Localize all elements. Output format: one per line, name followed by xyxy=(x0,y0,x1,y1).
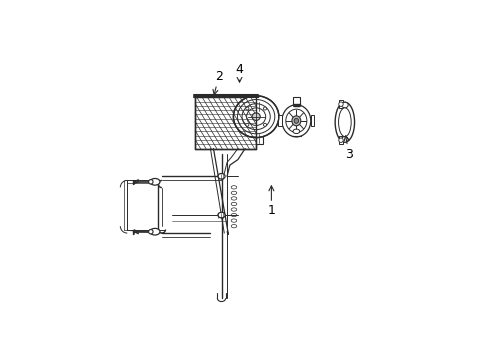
Ellipse shape xyxy=(233,96,278,138)
Polygon shape xyxy=(278,115,282,126)
Polygon shape xyxy=(338,100,343,108)
Polygon shape xyxy=(256,133,263,144)
Ellipse shape xyxy=(150,228,160,235)
Ellipse shape xyxy=(292,129,299,134)
Ellipse shape xyxy=(282,105,310,137)
Ellipse shape xyxy=(341,102,347,108)
Ellipse shape xyxy=(218,174,224,179)
Ellipse shape xyxy=(293,118,298,123)
Polygon shape xyxy=(310,115,314,126)
Ellipse shape xyxy=(150,179,160,185)
Ellipse shape xyxy=(148,180,153,184)
Ellipse shape xyxy=(338,138,343,143)
Ellipse shape xyxy=(218,212,224,218)
Bar xyxy=(195,97,256,149)
Ellipse shape xyxy=(245,123,248,126)
Polygon shape xyxy=(256,102,263,112)
Ellipse shape xyxy=(251,113,260,121)
Ellipse shape xyxy=(245,107,248,110)
Ellipse shape xyxy=(338,108,350,136)
Ellipse shape xyxy=(263,107,266,110)
Text: 1: 1 xyxy=(267,186,275,217)
Ellipse shape xyxy=(338,102,343,107)
Ellipse shape xyxy=(148,229,153,234)
Ellipse shape xyxy=(291,116,300,126)
Ellipse shape xyxy=(263,123,266,126)
Text: 4: 4 xyxy=(235,63,243,82)
Bar xyxy=(292,97,299,105)
Ellipse shape xyxy=(341,136,347,142)
Text: 2: 2 xyxy=(212,70,222,95)
Polygon shape xyxy=(338,136,343,144)
Text: 3: 3 xyxy=(344,136,352,161)
Ellipse shape xyxy=(334,102,354,142)
